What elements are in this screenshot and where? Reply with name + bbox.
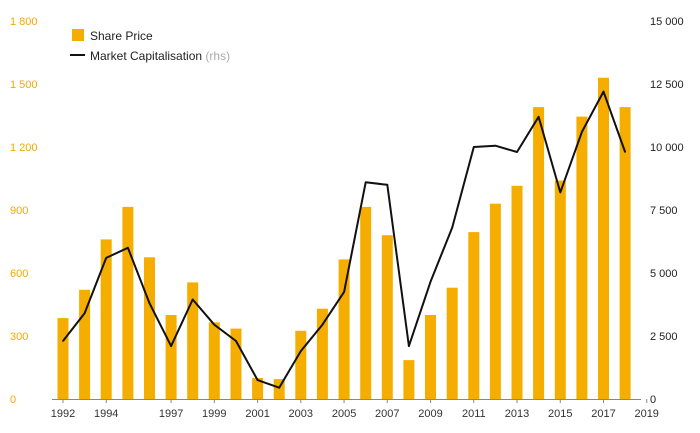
bar-2018 [619,107,631,399]
bar-2009 [425,315,436,399]
line-point-1993 [83,312,86,315]
bar-1997 [165,315,177,399]
bar-2015 [554,180,566,399]
line-point-1998 [191,298,194,301]
y-right-tick: 2 500 [650,331,678,343]
line-point-2009 [429,281,432,283]
bar-2017 [598,77,609,399]
bar-series [57,77,631,400]
x-tick-label: 2011 [462,408,486,420]
bar-2000 [230,328,242,399]
line-point-2016 [581,131,583,133]
bar-2004 [316,308,328,399]
line-point-2007 [386,184,389,186]
line-point-2003 [300,350,302,352]
line-point-2012 [494,144,497,147]
bar-2008 [403,360,415,399]
line-point-2005 [343,291,345,293]
bar-1992 [57,318,69,399]
line-point-2017 [602,90,605,93]
line-point-2018 [624,151,626,153]
x-tick-label: 2009 [418,408,442,420]
line-point-2013 [516,151,518,153]
line-point-1995 [127,247,129,249]
bar-1994 [100,239,112,399]
x-tick-label: 2017 [591,408,615,420]
bar-2003 [295,330,307,400]
y-left-tick: 1 800 [10,16,38,28]
y-left-tick: 0 [10,394,16,406]
x-tick-label: 1997 [159,408,183,420]
x-tick-label: 2001 [245,408,269,420]
line-point-2006 [364,181,367,184]
y-right-tick: 10 000 [650,142,684,154]
line-point-2001 [256,379,259,381]
line-series [62,90,627,389]
bar-1999 [208,322,220,399]
line-point-1997 [170,345,172,347]
line-point-1992 [62,340,64,342]
legend-label-rhs: (rhs) [205,49,230,63]
legend-label-market-cap: Market Capitalisation (rhs) [90,49,230,63]
bar-2007 [381,235,393,399]
bar-2011 [468,232,480,399]
legend: Share Price Market Capitalisation (rhs) [70,29,230,63]
y-right-tick: 15 000 [650,16,684,28]
line-point-2008 [408,345,410,347]
bar-2016 [576,116,588,399]
bar-1998 [187,282,199,399]
line-point-2015 [559,191,562,194]
y-right-tick: 5 000 [650,268,678,280]
x-tick-label: 2005 [332,408,356,420]
line-point-1996 [148,302,151,305]
bar-2006 [360,206,372,399]
x-tick-label: 2019 [634,408,658,420]
legend-swatch-share-price [72,29,84,41]
line-point-2010 [451,226,454,229]
x-tick-label: 1992 [51,408,75,420]
x-tick-label: 1994 [94,408,118,420]
x-tick-label: 2015 [548,408,572,420]
bar-1996 [144,257,155,400]
y-right-tick: 12 500 [650,79,684,91]
legend-label-market-cap-text: Market Capitalisation [90,49,202,63]
bar-2002 [273,379,285,399]
y-left-tick: 600 [10,268,28,280]
line-point-1994 [105,257,107,259]
line-point-2011 [473,146,475,148]
legend-label-share-price: Share Price [90,29,153,43]
line-point-2014 [537,116,540,118]
axes: 0 300 600 900 1 200 1 500 1 800 0 2 500 5 000 7 50… [10,16,684,420]
y-left-tick: 900 [10,205,28,217]
y-right-tick: 0 [650,394,656,406]
y-right-tick: 7 500 [650,205,678,217]
line-point-2000 [235,340,237,342]
x-tick-label: 2003 [289,408,313,420]
x-tick-label: 1999 [202,408,226,420]
y-left-tick: 1 500 [10,79,38,91]
y-left-tick: 1 200 [10,142,38,154]
bar-2013 [511,185,523,399]
line-point-1999 [213,323,216,326]
bar-1995 [122,206,134,399]
line-point-2004 [321,323,324,326]
line-point-2002 [278,386,281,389]
x-tick-label: 2007 [375,408,399,420]
y-left-tick: 300 [10,331,28,343]
bar-2005 [338,259,350,399]
bar-2001 [252,378,264,399]
bar-2014 [533,107,545,399]
bar-2010 [446,287,458,399]
bar-1993 [79,289,91,399]
x-tick-label: 2013 [505,408,529,420]
bar-2012 [489,203,501,399]
